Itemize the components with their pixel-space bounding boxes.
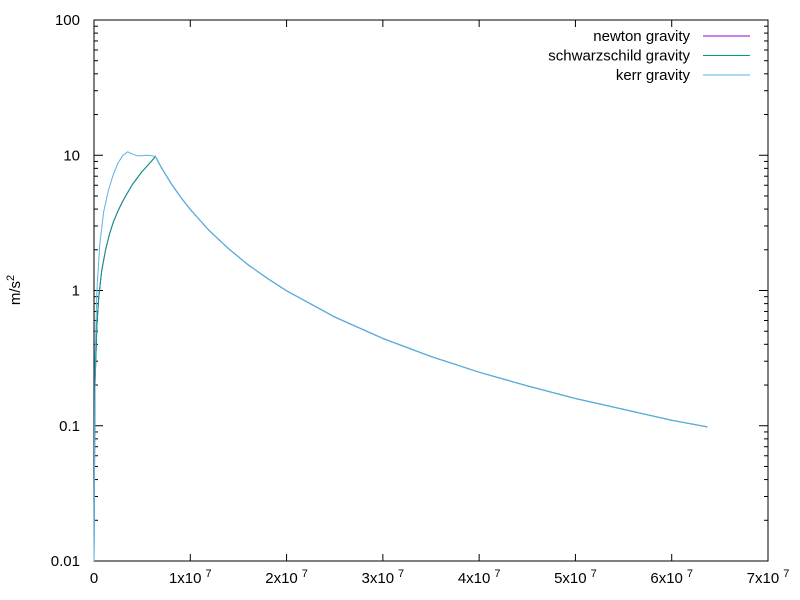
x-tick-label: 7x10 7 (747, 568, 790, 587)
x-tick-label-text: 5x10 (554, 570, 587, 587)
x-tick-label-exponent: 7 (398, 568, 404, 580)
series-line-kerr-gravity (93, 151, 708, 562)
legend-label: newton gravity (593, 28, 690, 45)
x-tick-label: 3x10 7 (362, 568, 405, 587)
x-tick-label: 6x10 7 (650, 568, 693, 587)
y-tick-label: 100 (55, 12, 80, 29)
series-line-newton-gravity (93, 155, 708, 562)
x-tick-label: 0 (90, 570, 98, 587)
x-tick-label-text: 7x10 (747, 570, 780, 587)
x-tick-label: 1x10 7 (169, 568, 212, 587)
x-tick-label-text: 6x10 (650, 570, 683, 587)
x-tick-label-text: 2x10 (265, 570, 298, 587)
y-axis-label: m/s2 (5, 275, 24, 305)
legend-label: schwarzschild gravity (548, 48, 690, 65)
legend: newton gravity schwarzschild gravity kerr … (548, 28, 750, 84)
x-tick-label-text: 3x10 (362, 570, 395, 587)
y-tick-label: 0.01 (51, 553, 80, 570)
y-tick-label: 1 (72, 283, 80, 300)
x-tick-label-text: 4x10 (458, 570, 491, 587)
y-axis-label-text: m/s (7, 281, 24, 305)
y-tick-label: 10 (63, 147, 80, 164)
y-tick-label: 0.1 (59, 418, 80, 435)
x-tick-label: 4x10 7 (458, 568, 501, 587)
x-tick-label-exponent: 7 (591, 568, 597, 580)
x-tick-label-exponent: 7 (302, 568, 308, 580)
axis-tick-labels: 0 1x10 7 2x10 7 3x10 7 4x10 7 5x10 7 6x10 7 7x10 70.01… (51, 12, 790, 587)
y-axis-label-superscript: 2 (5, 275, 17, 281)
series-line-schwarzschild-gravity (93, 155, 708, 562)
x-tick-label-exponent: 7 (687, 568, 693, 580)
series-lines (93, 151, 708, 562)
x-tick-label-exponent: 7 (783, 568, 789, 580)
x-tick-label-exponent: 7 (494, 568, 500, 580)
x-tick-label-text: 0 (90, 570, 98, 587)
x-tick-label: 5x10 7 (554, 568, 597, 587)
legend-label: kerr gravity (616, 67, 691, 84)
x-tick-label-text: 1x10 (169, 570, 202, 587)
x-tick-label-exponent: 7 (205, 568, 211, 580)
plot-frame (93, 19, 769, 562)
x-tick-label: 2x10 7 (265, 568, 308, 587)
axis-ticks (93, 19, 769, 562)
